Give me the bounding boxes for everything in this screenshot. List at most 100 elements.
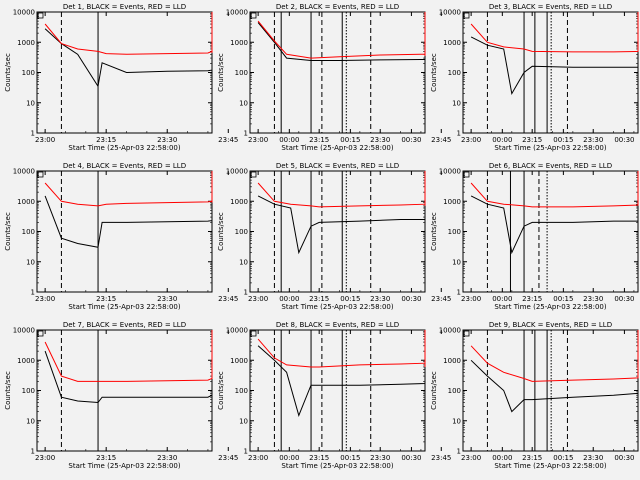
- x-tick-label: 23:00: [35, 454, 55, 462]
- y-tick-label: 10: [239, 417, 248, 425]
- x-tick-label: 23:00: [248, 295, 268, 303]
- x-tick-label: 00:00: [492, 454, 512, 462]
- y-tick-label: 100: [22, 228, 35, 236]
- x-tick-label: 23:15: [96, 454, 116, 462]
- x-tick-label: 00:00: [492, 295, 512, 303]
- x-tick-label: 00:00: [279, 136, 299, 144]
- chart-panel-1: Det 1, BLACK = Events, RED = LLD11010010…: [4, 3, 422, 152]
- x-axis-label: Start Time (25-Apr-03 22:58:00): [281, 462, 393, 470]
- x-axis-label: Start Time (25-Apr-03 22:58:00): [68, 462, 180, 470]
- plot-frame: [36, 170, 213, 293]
- y-axis-label: Counts/sec: [430, 371, 438, 410]
- x-tick-label: 23:15: [309, 295, 329, 303]
- y-tick-label: 100: [235, 69, 248, 77]
- series-line-lld: [44, 12, 213, 55]
- x-tick-label: 00:15: [553, 295, 573, 303]
- plot-frame: [36, 11, 213, 134]
- x-tick-label: 23:45: [431, 454, 451, 462]
- chart-title: Det 7, BLACK = Events, RED = LLD: [63, 321, 186, 329]
- y-tick-label: 10: [452, 99, 461, 107]
- chart-panel-7: Det 7, BLACK = Events, RED = LLD 1 10 100 10…: [4, 321, 422, 470]
- y-tick-label: 1000: [17, 198, 35, 206]
- chart-panel-9: Det 9, BLACK = Events, RED = LLD 1 10 100 10…: [430, 321, 639, 470]
- corner-marker: [250, 12, 257, 19]
- x-axis-label: Start Time (25-Apr-03 22:58:00): [281, 303, 393, 311]
- series-line-lld: [44, 330, 213, 382]
- chart-panel-6: Det 6, BLACK = Events, RED = LLD 1 10 100 10…: [430, 162, 639, 311]
- x-tick-label: 00:15: [553, 136, 573, 144]
- x-tick-label: 23:15: [309, 136, 329, 144]
- x-tick-label: 23:00: [461, 454, 481, 462]
- corner-marker: [250, 330, 257, 337]
- x-tick-label: 23:00: [35, 136, 55, 144]
- series-line-events: [257, 332, 426, 417]
- x-tick-label: 00:15: [340, 454, 360, 462]
- y-tick-label: 100: [235, 228, 248, 236]
- plot-frame: [462, 170, 639, 293]
- y-tick-label: 10000: [13, 9, 35, 17]
- y-tick-label: 1: [31, 289, 35, 297]
- corner-marker: [463, 330, 470, 337]
- series-line-events: [44, 177, 213, 265]
- x-tick-label: 23:00: [248, 136, 268, 144]
- x-axis-label: Start Time (25-Apr-03 22:58:00): [68, 144, 180, 152]
- y-tick-label: 1: [244, 448, 248, 456]
- x-tick-label: 00:00: [279, 295, 299, 303]
- y-tick-label: 1000: [443, 357, 461, 365]
- series-line-events: [257, 173, 426, 255]
- y-axis-label: Counts/sec: [430, 53, 438, 92]
- y-tick-label: 1000: [230, 357, 248, 365]
- chart-title: Det 6, BLACK = Events, RED = LLD: [489, 162, 612, 170]
- series-line-lld: [470, 12, 639, 53]
- x-tick-label: 00:15: [340, 295, 360, 303]
- y-tick-label: 100: [22, 69, 35, 77]
- y-tick-label: 1000: [230, 39, 248, 47]
- x-tick-label: 23:15: [96, 136, 116, 144]
- y-axis-label: Counts/sec: [4, 53, 12, 92]
- corner-marker: [37, 12, 44, 19]
- plot-frame: [462, 11, 639, 134]
- plot-frame: [249, 11, 426, 134]
- y-axis-label: Counts/sec: [217, 371, 225, 410]
- series-line-events: [257, 12, 426, 61]
- plot-frame: [36, 329, 213, 452]
- chart-panel-3: Det 3, BLACK = Events, RED = LLD 1 10 100 10…: [430, 3, 639, 152]
- y-tick-label: 1: [457, 448, 461, 456]
- y-tick-label: 10: [26, 417, 35, 425]
- y-tick-label: 100: [22, 387, 35, 395]
- y-tick-label: 100: [448, 228, 461, 236]
- corner-marker: [463, 12, 470, 19]
- x-tick-label: 00:15: [340, 136, 360, 144]
- x-axis-label: Start Time (25-Apr-03 22:58:00): [68, 303, 180, 311]
- series-line-events: [44, 14, 213, 103]
- series-line-lld: [470, 330, 639, 382]
- x-tick-label: 23:00: [35, 295, 55, 303]
- x-tick-label: 23:30: [157, 295, 177, 303]
- y-tick-label: 1000: [230, 198, 248, 206]
- x-tick-label: 23:30: [157, 454, 177, 462]
- chart-title: Det 2, BLACK = Events, RED = LLD: [276, 3, 399, 11]
- y-axis-label: Counts/sec: [4, 212, 12, 251]
- x-tick-label: 23:00: [248, 454, 268, 462]
- series-line-lld: [257, 171, 426, 208]
- chart-title: Det 4, BLACK = Events, RED = LLD: [63, 162, 186, 170]
- series-line-lld: [470, 171, 639, 208]
- series-line-lld: [257, 330, 426, 368]
- chart-panel-4: Det 4, BLACK = Events, RED = LLD11010010…: [4, 162, 422, 311]
- x-tick-label: 23:45: [431, 136, 451, 144]
- chart-title: Det 3, BLACK = Events, RED = LLD: [489, 3, 612, 11]
- y-axis-label: Counts/sec: [217, 212, 225, 251]
- y-tick-label: 10000: [226, 327, 248, 335]
- y-tick-label: 10000: [226, 9, 248, 17]
- x-tick-label: 00:30: [614, 136, 634, 144]
- corner-marker: [463, 171, 470, 178]
- y-tick-label: 1000: [443, 198, 461, 206]
- x-axis-label: Start Time (25-Apr-03 22:58:00): [494, 303, 606, 311]
- y-tick-label: 100: [235, 387, 248, 395]
- y-tick-label: 100: [448, 387, 461, 395]
- x-axis-label: Start Time (25-Apr-03 22:58:00): [281, 144, 393, 152]
- y-tick-label: 1: [457, 289, 461, 297]
- y-axis-label: Counts/sec: [217, 53, 225, 92]
- y-tick-label: 10000: [439, 168, 461, 176]
- x-tick-label: 23:15: [96, 295, 116, 303]
